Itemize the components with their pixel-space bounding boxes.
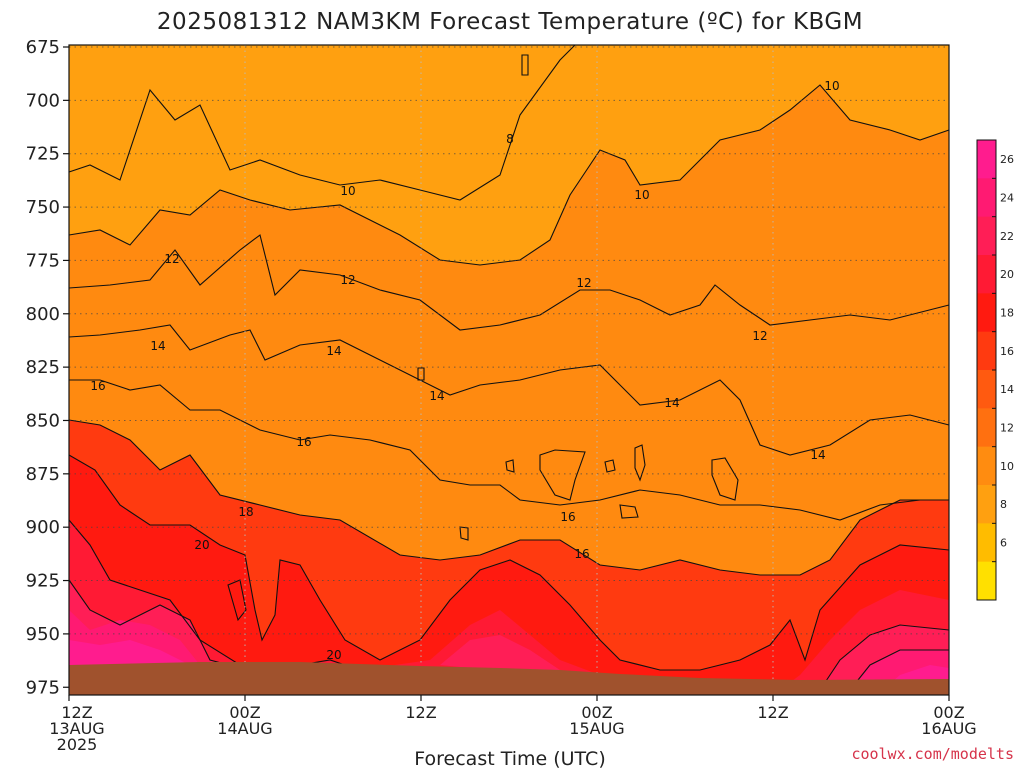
x-tick-label: 2025 [57, 735, 98, 754]
contour-label: 20 [194, 538, 209, 552]
colorbar-swatch [977, 331, 996, 371]
colorbar-swatch [977, 178, 996, 218]
y-tick-label: 850 [26, 410, 60, 431]
y-tick-label: 675 [26, 37, 60, 58]
contour-line [68, 44, 576, 201]
colorbar-label: 18 [1000, 307, 1014, 320]
colorbar-label: 26 [1000, 153, 1014, 166]
x-tick-label: 12Z [405, 703, 436, 722]
contour-line [68, 234, 950, 331]
contour-label: 16 [90, 379, 105, 393]
colorbar-label: 10 [1000, 460, 1014, 473]
contour-label: 10 [340, 184, 355, 198]
colorbar-label: 6 [1000, 537, 1007, 550]
colorbar-label: 22 [1000, 230, 1014, 243]
contour-island [417, 367, 425, 381]
x-tick-label: 13AUG [49, 719, 104, 738]
y-tick-label: 900 [26, 517, 60, 538]
contour-line [819, 624, 950, 691]
contour-island [227, 579, 247, 622]
colorbar-swatch [977, 140, 996, 179]
y-tick-label: 800 [26, 304, 60, 325]
contour-island [521, 54, 529, 76]
y-tick-label: 925 [26, 571, 60, 592]
y-tick-label: 950 [26, 624, 60, 645]
grid-lines [69, 45, 949, 695]
contour-label: 12 [576, 276, 591, 290]
contour-line [68, 84, 950, 266]
contour-island [619, 504, 639, 519]
credit-link[interactable]: coolwx.com/modelts [851, 745, 1014, 763]
colorbar-label: 16 [1000, 345, 1014, 358]
x-tick-label: 00Z [933, 703, 964, 722]
x-tick-label: 12Z [757, 703, 788, 722]
y-tick-label: 825 [26, 357, 60, 378]
contour-labels: 8 10 10 10 12 12 12 12 14 14 14 14 14 16 16 16 16 18 20 20 [90, 79, 839, 662]
x-tick-label: 12Z [61, 703, 92, 722]
contour-line [68, 324, 950, 456]
contour-label: 20 [326, 648, 341, 662]
x-tick-label: 15AUG [569, 719, 624, 738]
contour-label: 12 [164, 252, 179, 266]
colorbar-swatch [977, 446, 996, 486]
contour-island [604, 459, 616, 473]
contour-label: 18 [238, 505, 253, 519]
colorbar-swatch [977, 523, 996, 563]
y-tick-label: 725 [26, 144, 60, 165]
contour-line [68, 419, 949, 576]
contour-label: 16 [560, 510, 575, 524]
colorbar: 26 24 22 20 18 16 14 12 10 8 6 [976, 139, 1014, 601]
x-axis-label: Forecast Time (UTC) [414, 748, 605, 768]
y-tick-label: 975 [26, 677, 60, 698]
colorbar-swatch [977, 561, 996, 601]
surface-terrain [69, 662, 949, 695]
contour-lines [68, 44, 950, 691]
x-tick-label: 16AUG [921, 719, 976, 738]
contour-line [68, 454, 950, 671]
colorbar-label: 8 [1000, 498, 1007, 511]
contour-label: 16 [574, 547, 589, 561]
contour-label: 14 [326, 344, 341, 358]
colorbar-swatch [977, 255, 996, 294]
y-axis: 675 700 725 750 775 800 825 850 875 900 925 950 975 [26, 37, 69, 698]
contour-label: 14 [429, 389, 444, 403]
x-tick-label: 00Z [581, 703, 612, 722]
y-tick-label: 700 [26, 90, 60, 111]
contour-line [69, 379, 949, 521]
contour-line [849, 649, 949, 691]
colorbar-label: 24 [1000, 192, 1014, 205]
contour-island [711, 457, 739, 501]
colorbar-swatch [977, 408, 996, 448]
contour-label: 14 [810, 448, 825, 462]
contour-label: 14 [150, 339, 165, 353]
contour-label: 16 [296, 435, 311, 449]
y-tick-label: 775 [26, 250, 60, 271]
contour-label: 8 [506, 132, 514, 146]
contour-label: 10 [634, 188, 649, 202]
contour-island [505, 459, 515, 473]
colorbar-swatch [977, 485, 996, 524]
plot-area: 8 10 10 10 12 12 12 12 14 14 14 14 14 16 16 16 16 18 20 20 [68, 44, 950, 696]
x-tick-label: 00Z [229, 703, 260, 722]
contour-label: 14 [664, 396, 679, 410]
y-tick-label: 750 [26, 197, 60, 218]
colorbar-label: 12 [1000, 422, 1014, 435]
y-tick-label: 875 [26, 464, 60, 485]
colorbar-label: 20 [1000, 268, 1014, 281]
plot-frame [68, 44, 950, 696]
temperature-band [69, 455, 949, 695]
colorbar-swatch [977, 293, 996, 333]
contour-line [68, 579, 241, 669]
x-tick-label: 14AUG [217, 719, 272, 738]
contour-label: 12 [340, 273, 355, 287]
contour-label: 10 [824, 79, 839, 93]
contour-label: 12 [752, 329, 767, 343]
colorbar-swatch [977, 370, 996, 409]
colorbar-label: 14 [1000, 383, 1014, 396]
contour-island [634, 444, 646, 482]
chart-title: 2025081312 NAM3KM Forecast Temperature (… [157, 9, 863, 35]
colorbar-swatch [977, 216, 996, 256]
